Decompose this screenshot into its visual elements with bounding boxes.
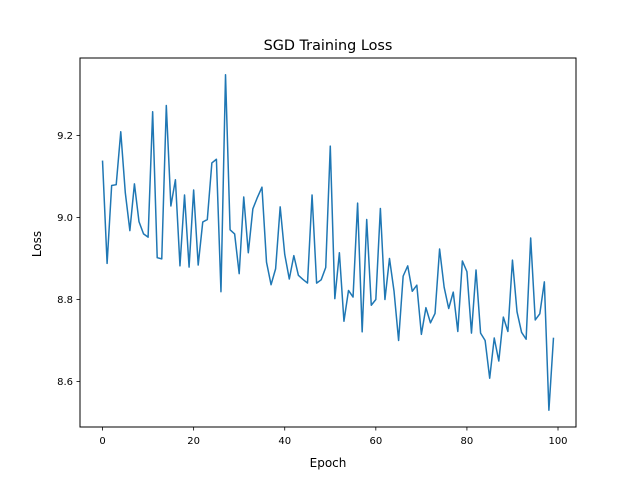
y-tick-label: 9.2 [57, 131, 73, 142]
x-tick-label: 40 [278, 436, 291, 447]
x-tick-label: 0 [99, 436, 105, 447]
y-tick-label: 9.0 [57, 213, 73, 224]
chart-title: SGD Training Loss [264, 38, 393, 54]
x-tick-label: 80 [461, 436, 474, 447]
loss-series-line [101, 74, 555, 411]
plot-frame [79, 57, 577, 428]
y-tick-label: 8.6 [57, 377, 73, 388]
x-tick-label: 60 [369, 436, 382, 447]
x-axis-label: Epoch [310, 456, 347, 470]
y-tick-label: 8.8 [57, 295, 73, 306]
x-tick-label: 100 [548, 436, 567, 447]
x-tick-label: 20 [187, 436, 200, 447]
y-axis-label: Loss [30, 231, 44, 257]
